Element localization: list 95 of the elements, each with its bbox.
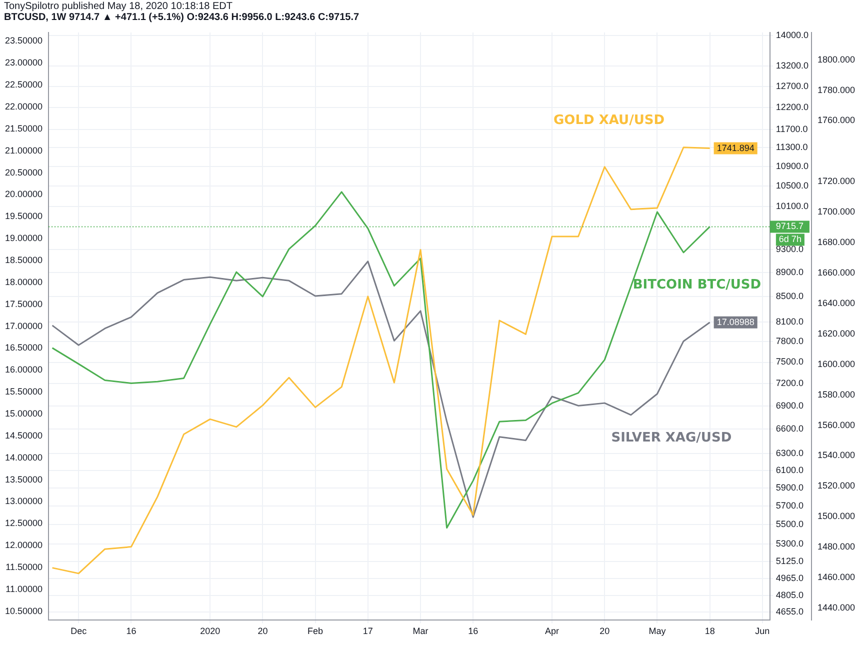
- y2-tick-label: 5125.0: [776, 556, 804, 566]
- y-tick-label: 10.50000: [4, 606, 43, 616]
- data-label: 17.08988: [716, 316, 754, 327]
- y-tick-label: 16.50000: [4, 342, 43, 353]
- y-tick-label: 20.00000: [4, 189, 43, 200]
- data-label: 1741.894: [716, 142, 754, 153]
- y-tick-label: 23.50000: [4, 36, 43, 46]
- x-tick-label: 20: [600, 626, 610, 636]
- y3-tick-label: 1560.000: [817, 420, 856, 430]
- y3-tick-label: 1580.000: [817, 389, 856, 400]
- y-tick-label: 17.00000: [4, 320, 43, 331]
- y3-tick-label: 1760.000: [817, 115, 856, 126]
- x-tick-label: May: [648, 626, 666, 636]
- x-tick-label: 17: [362, 626, 373, 636]
- y3-tick-label: 1520.000: [817, 480, 856, 491]
- y-tick-label: 21.50000: [4, 123, 43, 134]
- y-tick-label: 14.50000: [4, 430, 43, 440]
- text: GOLD XAU/USD: [554, 112, 665, 128]
- chart-subtitle: BTCUSD, 1W 9714.7 ▲ +471.1 (+5.1%) O:9243.6 H:9956.0 L:9243.6 C:9715.7: [4, 12, 360, 23]
- x-tick-label: 16: [126, 626, 136, 636]
- y3-tick-label: 1600.000: [817, 358, 856, 369]
- y3-tick-label: 1500.000: [817, 511, 856, 522]
- y-tick-label: 11.00000: [6, 584, 43, 594]
- y2-tick-label: 12200.0: [776, 102, 808, 112]
- y2-tick-label: 13200.0: [776, 60, 808, 71]
- y3-tick-label: 1780.000: [817, 84, 856, 95]
- y2-tick-label: 5900.0: [776, 482, 804, 492]
- y2-tick-label: 8900.0: [776, 267, 804, 278]
- y2-tick-label: 9300.0: [776, 244, 804, 254]
- y-tick-label: 13.00000: [4, 496, 43, 506]
- y3-tick-label: 1460.000: [817, 572, 856, 582]
- y2-tick-label: 6900.0: [776, 400, 804, 410]
- y3-tick-label: 1700.000: [817, 206, 856, 217]
- y3-tick-label: 1640.000: [817, 298, 856, 308]
- x-tick-label: Jun: [755, 626, 770, 636]
- x-tick-label: Apr: [545, 626, 560, 636]
- y-tick-label: 15.50000: [4, 386, 43, 397]
- y3-tick-label: 1660.000: [817, 267, 856, 278]
- y-tick-label: 22.50000: [4, 80, 43, 90]
- text: 6d 7h: [778, 234, 802, 244]
- y-tick-label: 13.50000: [4, 474, 43, 484]
- y2-tick-label: 12700.0: [776, 80, 808, 91]
- y-tick-label: 16.00000: [4, 364, 43, 375]
- y2-tick-label: 4655.0: [776, 606, 804, 617]
- y2-tick-label: 7800.0: [776, 336, 804, 346]
- y-tick-label: 18.00000: [4, 276, 43, 287]
- y2-tick-label: 8100.0: [776, 316, 804, 326]
- y2-tick-label: 14000.0: [776, 30, 808, 40]
- y2-tick-label: 11300.0: [776, 142, 808, 152]
- y3-tick-label: 1540.000: [817, 450, 856, 460]
- y3-tick-label: 1440.000: [817, 602, 856, 612]
- y3-tick-label: 1680.000: [817, 237, 856, 248]
- chart-title: TonySpilotro published May 18, 2020 10:18:18 EDT: [4, 1, 234, 12]
- y-tick-label: 18.50000: [4, 254, 43, 265]
- y-tick-label: 11.50000: [6, 562, 43, 572]
- y-tick-label: 22.00000: [4, 101, 43, 112]
- y-tick-label: 12.00000: [4, 540, 43, 550]
- y3-tick-label: 1620.000: [817, 328, 856, 338]
- y-tick-label: 23.00000: [4, 58, 43, 68]
- y2-tick-label: 5500.0: [776, 519, 804, 530]
- y-tick-label: 20.50000: [4, 167, 43, 178]
- y2-tick-label: 6600.0: [776, 424, 804, 434]
- x-tick-label: 16: [468, 626, 478, 636]
- x-tick-label: Dec: [70, 626, 88, 636]
- y-tick-label: 12.50000: [4, 518, 43, 528]
- x-tick-label: 20: [258, 626, 268, 636]
- y3-tick-label: 1800.000: [817, 54, 856, 64]
- y2-tick-label: 10900.0: [776, 160, 808, 171]
- y3-tick-label: 1720.000: [817, 176, 856, 186]
- y2-tick-label: 11700.0: [776, 124, 808, 134]
- x-tick-label: Mar: [412, 626, 428, 636]
- x-tick-label: Feb: [308, 626, 324, 636]
- series-label: BITCOIN BTC/USD: [632, 278, 762, 293]
- y-tick-label: 21.00000: [4, 145, 43, 156]
- y-tick-label: 19.00000: [4, 233, 43, 244]
- y-tick-label: 15.00000: [4, 408, 43, 419]
- y2-tick-label: 4965.0: [776, 572, 804, 583]
- y-tick-label: 19.50000: [4, 211, 43, 222]
- y-tick-label: 17.50000: [4, 298, 43, 309]
- series-label: SILVER XAG/USD: [611, 430, 732, 446]
- y2-tick-label: 4805.0: [776, 590, 804, 600]
- y2-tick-label: 8500.0: [776, 291, 804, 302]
- y2-tick-label: 10500.0: [776, 180, 808, 191]
- y2-tick-label: 6300.0: [776, 448, 804, 458]
- y2-tick-label: 5300.0: [776, 538, 804, 549]
- y2-tick-label: 10100.0: [776, 200, 808, 211]
- y2-tick-label: 6100.0: [776, 464, 804, 475]
- ref-line-label: 9715.7: [776, 221, 804, 232]
- y2-tick-label: 5700.0: [776, 500, 804, 510]
- y3-tick-label: 1480.000: [817, 542, 856, 552]
- x-tick-label: 18: [704, 626, 715, 636]
- y-tick-label: 14.00000: [4, 452, 43, 462]
- x-tick-label: 2020: [200, 626, 220, 636]
- y2-tick-label: 7500.0: [776, 356, 804, 367]
- y2-tick-label: 7200.0: [776, 378, 804, 388]
